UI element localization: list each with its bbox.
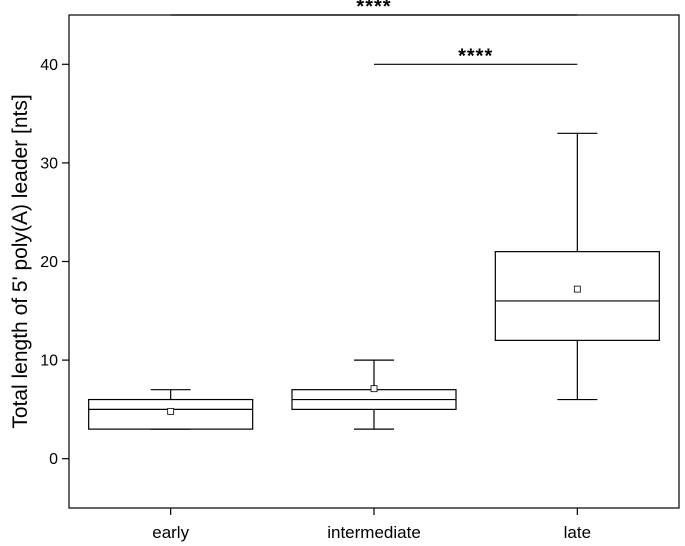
mean-marker — [370, 385, 378, 393]
y-axis: 0 10 20 30 40 — [40, 57, 69, 468]
box-early — [88, 389, 254, 430]
y-tick-label: 40 — [40, 57, 58, 74]
significance-label: **** — [356, 0, 391, 18]
y-tick-label: 10 — [40, 353, 58, 370]
box-intermediate — [291, 359, 457, 430]
x-axis: early intermediate late — [152, 508, 591, 542]
x-tick-label: early — [152, 523, 189, 542]
y-axis-label: Total length of 5' poly(A) leader [nts] — [9, 94, 32, 428]
plot-frame — [68, 14, 680, 509]
iqr-box — [494, 251, 660, 341]
y-tick-label: 0 — [49, 451, 58, 468]
significance-label: **** — [458, 45, 493, 67]
y-tick-label: 30 — [40, 155, 58, 172]
box-series — [88, 132, 660, 430]
mean-marker — [573, 285, 581, 293]
x-tick-label: intermediate — [327, 523, 421, 542]
mean-marker — [167, 407, 175, 415]
iqr-box — [88, 398, 254, 430]
x-tick-label: late — [564, 523, 591, 542]
significance-brackets: **** **** — [170, 0, 578, 67]
y-tick-label: 20 — [40, 254, 58, 271]
box-late — [494, 132, 660, 401]
